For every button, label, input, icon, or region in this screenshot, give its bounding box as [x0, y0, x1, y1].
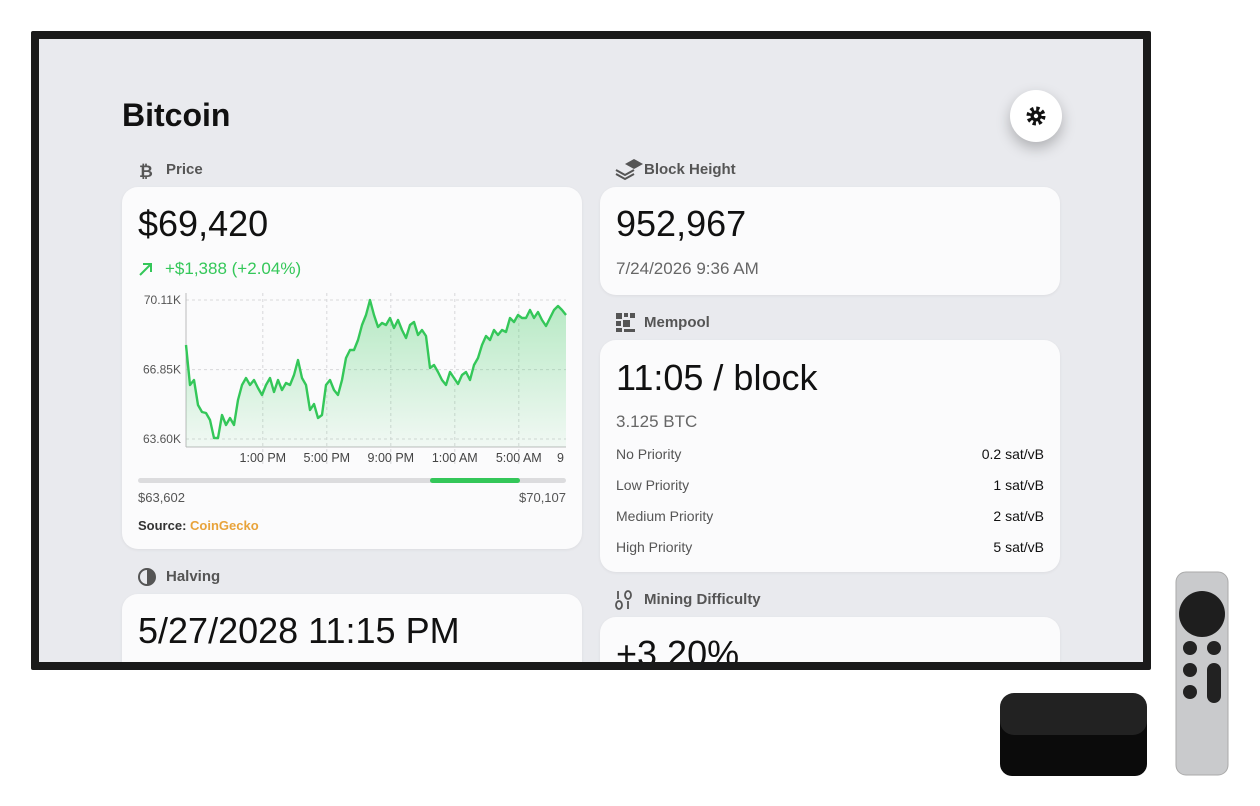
fee-value: 2 sat/vB — [993, 508, 1044, 524]
fee-value: 5 sat/vB — [993, 539, 1044, 555]
range-bar-fill — [430, 478, 520, 483]
x-tick-label: 1:00 PM — [240, 451, 287, 465]
price-change: +$1,388 (+2.04%) — [165, 259, 302, 278]
mempool-reward: 3.125 BTC — [616, 412, 698, 431]
settings-button[interactable] — [1010, 90, 1062, 142]
range-low: $63,602 — [138, 490, 185, 505]
fee-name: Medium Priority — [616, 508, 714, 524]
remote-button — [1183, 685, 1197, 699]
section-header: Price — [166, 161, 203, 178]
section-header: Block Height — [644, 161, 736, 178]
price-chart: 63.60K 66.85K 70.11K 1:00 PM 5:00 PM 9:00 PM 1… — [143, 293, 567, 465]
up-arrow — [139, 263, 152, 276]
gear-icon — [1026, 106, 1046, 126]
fee-name: Low Priority — [616, 477, 690, 493]
x-tick-label: 1:00 AM — [432, 451, 478, 465]
remote-volume — [1207, 663, 1221, 703]
remote-clickpad — [1179, 591, 1225, 637]
section-icons: ₿ — [138, 159, 643, 610]
x-tick-label: 5:00 AM — [496, 451, 542, 465]
screen: Bitcoin Price Block Height Mempool Halvi… — [39, 39, 1143, 662]
y-tick-label: 70.11K — [144, 293, 181, 307]
fee-name: High Priority — [616, 539, 693, 555]
mempool-card — [600, 340, 1060, 572]
remote-button — [1183, 663, 1197, 677]
section-header: Halving — [166, 568, 221, 585]
x-tick-label: 5:00 PM — [304, 451, 351, 465]
binary-icon — [615, 590, 632, 610]
price-value: $69,420 — [138, 203, 269, 244]
y-tick-label: 63.60K — [143, 432, 181, 446]
fee-value: 1 sat/vB — [993, 477, 1044, 493]
apple-tv-top — [1000, 693, 1147, 735]
source-link[interactable]: CoinGecko — [190, 518, 259, 533]
block-height-value: 952,967 — [616, 203, 747, 244]
difficulty-card — [600, 617, 1060, 662]
remote-button — [1207, 641, 1221, 655]
price-line — [184, 298, 567, 440]
remote-button — [1183, 641, 1197, 655]
range-bar — [138, 478, 566, 483]
mempool-value: 11:05 / block — [616, 357, 818, 398]
x-tick-label: 9:00 PM — [368, 451, 415, 465]
section-header: Mempool — [644, 314, 710, 331]
halving-card — [122, 594, 582, 662]
halving-icon — [138, 568, 156, 586]
bitcoin-icon: ₿ — [139, 162, 153, 181]
mempool-icon — [616, 313, 635, 332]
block-time: 7/24/2026 9:36 AM — [616, 259, 759, 278]
difficulty-value: +3.20% — [616, 633, 740, 663]
price-area — [186, 300, 566, 447]
page-title: Bitcoin — [122, 97, 231, 133]
range-high: $70,107 — [519, 490, 566, 505]
halving-value: 5/27/2028 11:15 PM — [138, 610, 460, 651]
y-tick-label: 66.85K — [143, 363, 181, 377]
layers-icon — [615, 159, 643, 181]
fee-name: No Priority — [616, 446, 682, 462]
x-tick-label: 9 — [557, 451, 564, 465]
section-header: Mining Difficulty — [644, 591, 761, 608]
fee-value: 0.2 sat/vB — [981, 446, 1044, 462]
block-height-card — [600, 187, 1060, 295]
source-label: Source: CoinGecko — [138, 517, 259, 535]
source-prefix: Source: — [138, 518, 187, 533]
